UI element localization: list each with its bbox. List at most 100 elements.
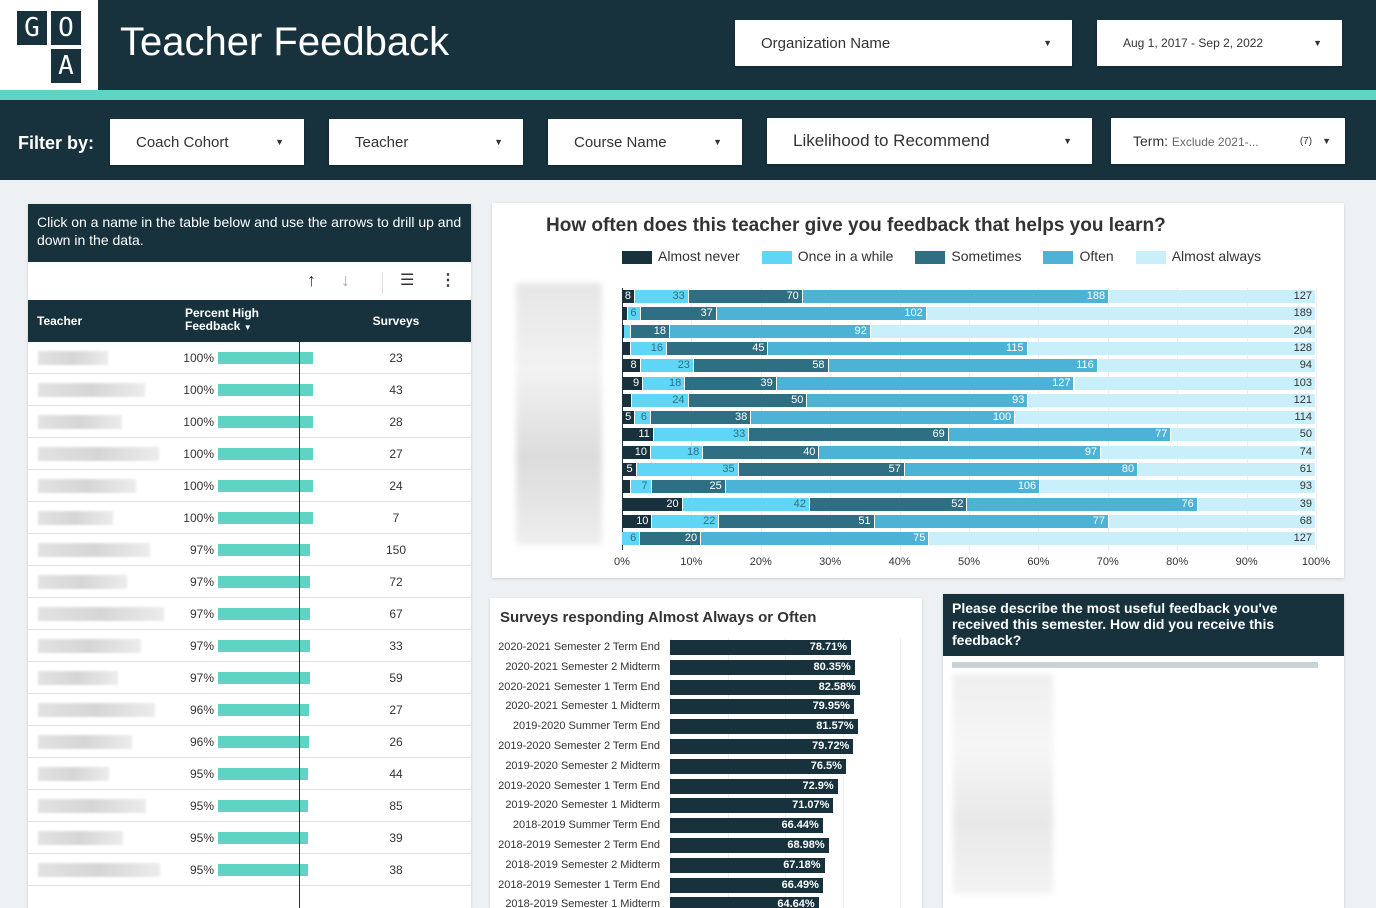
bar-segment[interactable]: 189 — [926, 307, 1316, 321]
bar-segment[interactable]: 25 — [651, 480, 726, 494]
bar-segment[interactable]: 114 — [1015, 411, 1316, 425]
teacher-name-blurred[interactable] — [38, 831, 123, 845]
bar-segment[interactable]: 80 — [904, 463, 1139, 476]
column-header-surveys[interactable]: Surveys — [372, 314, 420, 328]
bar-segment[interactable]: 128 — [1027, 341, 1316, 355]
teacher-name-blurred[interactable] — [38, 671, 118, 685]
bar[interactable]: 66.44% — [670, 818, 823, 834]
table-row[interactable]: 95% 44 — [28, 758, 471, 790]
bar-segment[interactable]: 7 — [630, 480, 652, 494]
bar[interactable]: 66.49% — [670, 877, 823, 893]
bar-segment[interactable]: 204 — [870, 324, 1316, 338]
bar[interactable]: 67.18% — [670, 857, 825, 873]
bar-segment[interactable]: 39 — [685, 376, 777, 390]
bar-segment[interactable]: 69 — [749, 428, 949, 442]
organization-dropdown[interactable]: Organization Name ▼ — [735, 20, 1072, 66]
bar[interactable]: 72.9% — [670, 778, 838, 794]
legend-item[interactable]: Often — [1043, 248, 1114, 264]
table-row[interactable]: 95% 38 — [28, 854, 471, 886]
bar-segment[interactable]: 97 — [819, 445, 1102, 459]
bar-segment[interactable]: 6 — [635, 411, 652, 425]
bar-segment[interactable]: 20 — [640, 532, 702, 546]
teacher-name-blurred[interactable] — [38, 351, 108, 365]
teacher-name-blurred[interactable] — [38, 799, 146, 813]
table-row[interactable]: 97% 72 — [28, 566, 471, 598]
bar-segment[interactable]: 93 — [807, 393, 1029, 407]
bar-segment[interactable]: 18 — [630, 324, 670, 338]
bar-segment[interactable]: 18 — [643, 376, 686, 390]
bar-segment[interactable]: 39 — [1197, 497, 1316, 511]
bar-segment[interactable]: 24 — [631, 393, 689, 407]
bar-segment[interactable]: 75 — [701, 532, 930, 546]
column-header-percent[interactable]: Percent High Feedback ▼ — [185, 307, 285, 334]
likelihood-filter[interactable]: Likelihood to Recommend ▼ — [767, 118, 1092, 164]
teacher-name-blurred[interactable] — [38, 383, 145, 397]
table-row[interactable]: 100% 7 — [28, 502, 471, 534]
bar-segment[interactable]: 50 — [688, 393, 808, 407]
bar-segment[interactable] — [622, 480, 631, 494]
bar-segment[interactable]: 22 — [652, 514, 720, 528]
bar-segment[interactable]: 106 — [725, 480, 1041, 494]
bar-segment[interactable]: 33 — [635, 290, 689, 303]
bar-segment[interactable]: 9 — [622, 376, 644, 390]
bar-segment[interactable]: 42 — [682, 497, 810, 511]
teacher-name-blurred[interactable] — [38, 703, 155, 717]
table-row[interactable]: 96% 27 — [28, 694, 471, 726]
bar[interactable]: 64.64% — [670, 897, 819, 908]
teacher-name-blurred[interactable] — [38, 447, 159, 461]
table-row[interactable]: 95% 85 — [28, 790, 471, 822]
teacher-name-blurred[interactable] — [38, 607, 164, 621]
bar-segment[interactable]: 8 — [622, 359, 641, 373]
bar-segment[interactable]: 5 — [622, 463, 637, 476]
bar-segment[interactable] — [622, 341, 631, 355]
bar-segment[interactable]: 8 — [622, 290, 636, 303]
bar-segment[interactable]: 116 — [828, 359, 1098, 373]
bar-segment[interactable]: 76 — [967, 497, 1198, 511]
legend-item[interactable]: Sometimes — [915, 248, 1021, 264]
bar[interactable]: 68.98% — [670, 838, 829, 853]
bar[interactable]: 79.72% — [670, 739, 854, 754]
bar[interactable]: 82.58% — [670, 679, 860, 695]
teacher-name-blurred[interactable] — [38, 863, 160, 877]
bar-segment[interactable]: 20 — [622, 497, 683, 511]
bar[interactable]: 71.07% — [670, 798, 834, 814]
teacher-name-blurred[interactable] — [38, 575, 127, 589]
bar-segment[interactable]: 23 — [640, 359, 694, 373]
table-row[interactable]: 97% 150 — [28, 534, 471, 566]
teacher-name-blurred[interactable] — [38, 735, 132, 749]
bar-segment[interactable]: 18 — [651, 445, 704, 459]
scroll-indicator[interactable] — [952, 662, 1318, 668]
bar-segment[interactable]: 68 — [1109, 514, 1316, 528]
bar-segment[interactable] — [622, 307, 629, 321]
table-row[interactable]: 100% 28 — [28, 406, 471, 438]
table-row[interactable]: 96% 26 — [28, 726, 471, 758]
bar-segment[interactable]: 102 — [716, 307, 927, 321]
bar-segment[interactable]: 127 — [929, 532, 1316, 546]
bar[interactable]: 78.71% — [670, 640, 852, 655]
term-filter[interactable]: Term: Exclude 2021-... (7) ▼ — [1111, 118, 1345, 164]
bar-segment[interactable]: 100 — [751, 411, 1016, 425]
course-name-filter[interactable]: Course Name ▼ — [548, 119, 742, 165]
legend-item[interactable]: Almost always — [1135, 248, 1261, 264]
teacher-name-blurred[interactable] — [38, 767, 109, 781]
bar-segment[interactable]: 61 — [1138, 463, 1316, 476]
more-options-icon[interactable]: ⋮ — [440, 272, 456, 289]
filter-icon[interactable]: ☰ — [400, 272, 415, 289]
bar-segment[interactable]: 10 — [622, 514, 653, 528]
bar-segment[interactable]: 40 — [703, 445, 820, 459]
bar-segment[interactable]: 77 — [874, 514, 1109, 528]
bar-segment[interactable]: 51 — [719, 514, 875, 528]
teacher-name-blurred[interactable] — [38, 639, 141, 653]
bar-segment[interactable]: 103 — [1074, 376, 1316, 390]
bar-segment[interactable]: 127 — [1109, 290, 1316, 303]
bar[interactable]: 76.5% — [670, 758, 846, 774]
teacher-name-blurred[interactable] — [38, 479, 136, 493]
table-row[interactable]: 100% 27 — [28, 438, 471, 470]
bar-segment[interactable]: 57 — [738, 463, 905, 476]
table-row[interactable]: 100% 43 — [28, 374, 471, 406]
legend-item[interactable]: Once in a while — [761, 248, 893, 264]
bar-segment[interactable]: 93 — [1040, 480, 1316, 494]
bar-segment[interactable]: 45 — [667, 341, 769, 355]
bar-segment[interactable]: 6 — [628, 307, 641, 321]
column-header-teacher[interactable]: Teacher — [37, 314, 83, 328]
